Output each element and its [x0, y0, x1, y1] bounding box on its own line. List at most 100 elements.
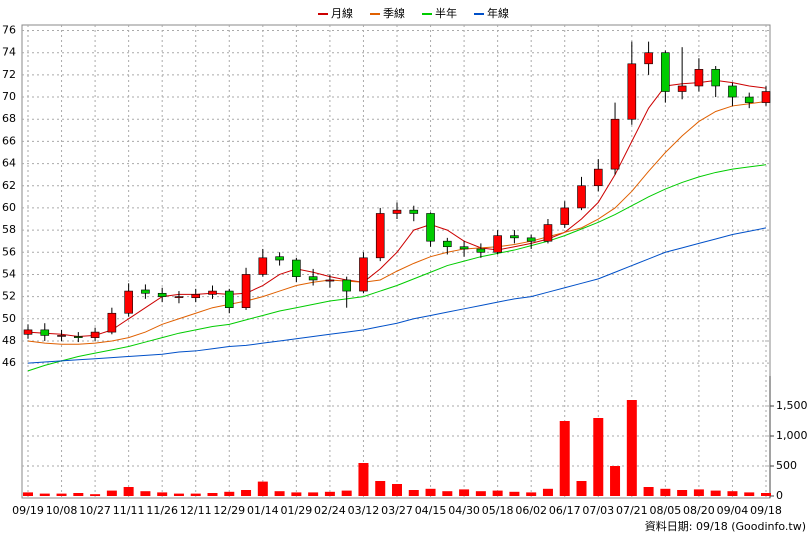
x-tick-label: 07/03	[582, 504, 614, 517]
candle-body	[510, 235, 519, 239]
volume-bar	[660, 488, 671, 496]
volume-bar	[241, 490, 252, 496]
ma-line	[27, 227, 767, 364]
x-tick-label: 03/12	[348, 504, 380, 517]
caption: 資料日期: 09/18 (Goodinfo.tw)	[645, 519, 806, 533]
candle-body	[124, 290, 133, 314]
candle-body	[577, 185, 586, 209]
legend-label: 年線	[487, 6, 509, 20]
x-tick-label: 08/20	[683, 504, 715, 517]
volume-bar	[207, 493, 218, 496]
candle-body	[57, 335, 66, 337]
volume-bar	[140, 491, 151, 496]
x-tick-label: 10/27	[79, 504, 111, 517]
candle-body	[208, 290, 217, 295]
ma-line	[27, 79, 767, 338]
y-tick-label: 66	[2, 134, 16, 147]
candle-body	[325, 279, 335, 282]
volume-bar	[643, 487, 654, 496]
volume-bar	[274, 491, 285, 496]
x-tick-label: 11/11	[113, 504, 145, 517]
candle-body	[141, 289, 150, 294]
y-tick-label: 74	[2, 46, 16, 59]
x-tick-label: 01/14	[247, 504, 279, 517]
legend-label: 季線	[383, 6, 405, 20]
volume-bar	[761, 493, 771, 496]
volume-bar	[106, 490, 117, 496]
candle-body	[426, 213, 435, 242]
ma-line	[27, 100, 767, 345]
candle-body	[375, 213, 385, 259]
volume-bar	[492, 490, 503, 496]
x-tick-label: 04/15	[415, 504, 447, 517]
volume-bar	[509, 491, 520, 496]
x-tick-label: 03/27	[381, 504, 413, 517]
candle-body	[409, 209, 419, 214]
y-tick-label: 46	[2, 356, 16, 369]
y-tick-label: 68	[2, 112, 16, 125]
volume-bar	[593, 418, 604, 496]
candle-body	[694, 69, 704, 87]
volume-bar	[744, 492, 755, 496]
candle-body	[493, 235, 502, 253]
candle-body	[292, 259, 301, 277]
volume-bar	[677, 490, 688, 496]
y-tick-label: 76	[2, 24, 16, 37]
volume-bar	[90, 494, 101, 496]
volume-bar	[459, 489, 470, 496]
volume-bar	[526, 492, 537, 496]
x-tick-label: 12/11	[180, 504, 212, 517]
y-tick-label: 72	[2, 68, 16, 81]
candle-body	[392, 209, 402, 214]
volume-bar	[559, 421, 570, 496]
candle-body	[342, 279, 351, 292]
candle-body	[526, 237, 536, 242]
volume-bar	[626, 400, 637, 496]
volume-bar	[39, 493, 50, 496]
volume-bar	[475, 491, 486, 496]
y2-tick-label: 1,500	[776, 399, 808, 412]
volume-bar	[576, 481, 587, 496]
candle-body	[174, 296, 184, 298]
volume-bar	[173, 493, 184, 496]
x-tick-label: 05/18	[482, 504, 514, 517]
candle-body	[275, 256, 284, 261]
candle-body	[744, 96, 754, 103]
candle-body	[476, 248, 486, 253]
volume-bar	[610, 466, 621, 496]
candle-body	[644, 52, 653, 65]
y-tick-label: 52	[2, 290, 16, 303]
candle-body	[224, 290, 234, 308]
candle-body	[728, 85, 737, 98]
volume-bar	[190, 493, 201, 496]
x-tick-label: 09/04	[717, 504, 749, 517]
volume-bar	[23, 492, 33, 496]
x-tick-label: 12/29	[213, 504, 245, 517]
candle-body	[761, 91, 771, 103]
candle-body	[40, 329, 50, 336]
volume-bar	[542, 488, 553, 496]
ma-line	[27, 164, 767, 372]
candle-body	[191, 294, 201, 299]
volume-bar	[727, 491, 738, 496]
legend-label: 半年	[435, 6, 457, 20]
volume-bar	[710, 490, 721, 496]
volume-bar	[291, 492, 302, 496]
x-tick-label: 06/02	[515, 504, 547, 517]
volume-bar	[257, 481, 268, 496]
volume-bar	[408, 490, 419, 496]
volume-bar	[157, 492, 168, 496]
x-tick-label: 09/18	[750, 504, 782, 517]
y-tick-label: 64	[2, 157, 16, 170]
legend-label: 月線	[331, 6, 353, 20]
candle-body	[241, 274, 251, 308]
candle-body	[359, 257, 368, 292]
candle-body	[23, 329, 33, 335]
y-tick-label: 48	[2, 334, 16, 347]
candle-body	[90, 331, 100, 338]
x-tick-label: 11/26	[146, 504, 178, 517]
y-tick-label: 62	[2, 179, 16, 192]
y-tick-label: 50	[2, 312, 16, 325]
candle-body	[157, 292, 167, 297]
